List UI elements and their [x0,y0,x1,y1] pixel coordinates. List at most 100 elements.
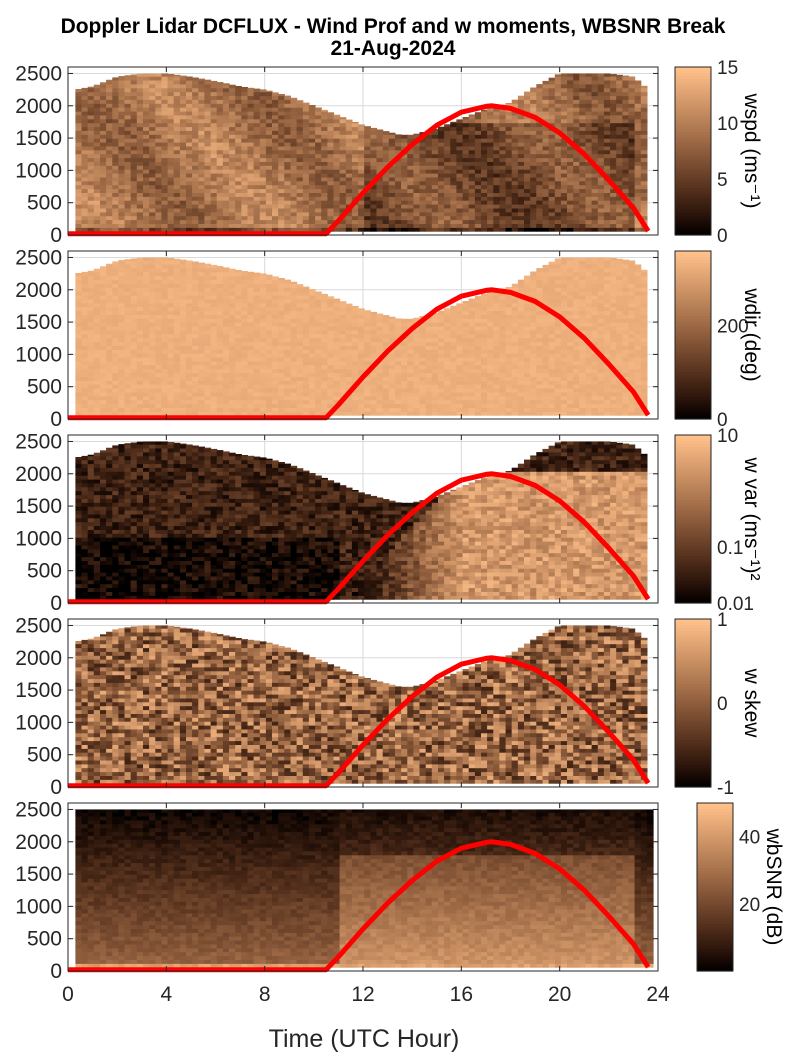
heatmap [75,257,648,416]
heatmap-cell [112,145,119,151]
heatmap-cell [106,215,113,221]
heatmap-cell [100,368,107,374]
heatmap-cell [253,329,261,335]
heatmap-cell [100,376,107,381]
heatmap-cell [87,345,95,350]
heatmap-cell [136,263,144,269]
heatmap-cell [75,279,83,284]
heatmap-cell [579,110,586,116]
heatmap-cell [192,391,199,397]
heatmap-cell [216,287,224,292]
heatmap-cell [216,196,224,201]
heatmap-cell [192,360,199,366]
heatmap-cell [419,192,427,197]
heatmap-cell [155,395,162,401]
heatmap-cell [634,153,642,159]
heatmap-cell [112,395,119,401]
heatmap-cell [210,403,218,408]
heatmap-cell [296,341,304,346]
heatmap-cell [327,153,335,159]
heatmap-cell [179,391,187,397]
heatmap-cell [315,180,322,186]
heatmap-cell [143,388,150,393]
heatmap-cell [302,196,310,201]
heatmap-cell [173,227,181,232]
heatmap-cell [622,126,630,131]
heatmap-cell [149,180,156,186]
heatmap-cell [75,380,83,385]
heatmap-cell [192,184,199,190]
heatmap-cell [118,291,126,296]
heatmap-cell [413,180,421,186]
heatmap-cell [296,227,304,232]
heatmap-cell [136,176,144,182]
heatmap-cell [431,153,439,159]
heatmap-cell [87,310,95,315]
heatmap-cell [81,126,89,131]
heatmap-cell [296,407,304,412]
heatmap-cell [161,357,169,362]
heatmap-cell [93,388,101,393]
heatmap-cell [93,157,101,162]
heatmap-cell [567,83,574,89]
heatmap-cell [567,204,574,209]
heatmap-cell [112,176,119,182]
heatmap-cell [149,204,156,209]
heatmap-cell [505,227,513,232]
heatmap-cell [87,99,95,104]
heatmap-cell [591,73,599,77]
heatmap-cell [573,176,580,182]
heatmap-cell [222,388,230,393]
heatmap-cell [603,188,611,193]
heatmap-cell [548,227,556,232]
heatmap-cell [235,211,242,217]
heatmap-cell [81,153,89,159]
heatmap-cell [616,110,623,116]
heatmap-cell [401,184,408,190]
heatmap-cell [499,196,507,201]
heatmap-cell [401,215,408,221]
heatmap-cell [216,337,224,343]
heatmap-cell [106,207,113,213]
heatmap-cell [284,388,291,393]
heatmap-cell [315,122,322,128]
heatmap-cell [616,107,623,112]
heatmap-cell [179,318,187,323]
heatmap-cell [100,314,107,319]
heatmap-cell [118,360,126,366]
heatmap-cell [573,161,580,166]
heatmap-cell [308,364,316,370]
heatmap-cell [321,211,328,217]
heatmap-cell [542,153,550,159]
heatmap-cell [499,227,507,232]
heatmap-cell [204,411,212,416]
heatmap-cell [204,345,212,350]
heatmap-cell [81,388,89,393]
heatmap-cell [290,403,298,408]
heatmap-cell [167,349,175,354]
heatmap-cell [364,130,371,135]
heatmap-cell [438,188,445,193]
heatmap-cell [315,380,322,385]
heatmap-cell [81,204,89,209]
heatmap-cell [130,79,138,85]
heatmap-cell [358,223,365,228]
heatmap-cell [136,219,144,224]
heatmap-cell [278,149,285,155]
heatmap-cell [204,149,212,155]
heatmap-cell [616,215,623,221]
heatmap-cell [554,95,562,100]
heatmap-cell [542,91,550,97]
heatmap-cell [100,223,107,228]
heatmap-cell [585,211,593,217]
heatmap-cell [339,207,347,213]
heatmap-cell [536,126,543,131]
heatmap-cell [253,219,261,224]
heatmap-cell [376,134,384,139]
heatmap-cell [241,149,248,155]
heatmap-cell [204,153,212,159]
heatmap-cell [118,103,126,108]
heatmap-cell [272,283,279,288]
heatmap-cell [345,157,353,162]
